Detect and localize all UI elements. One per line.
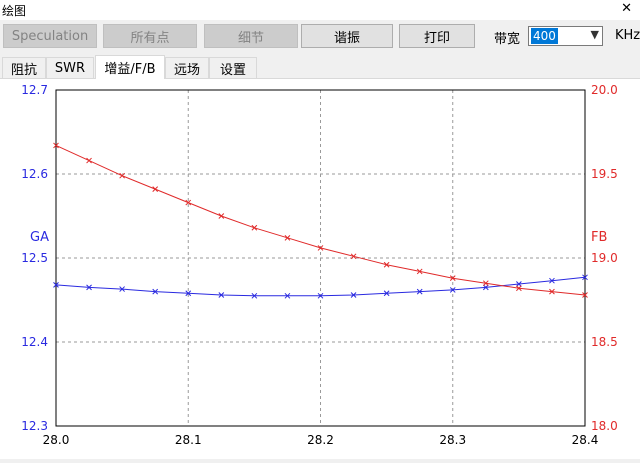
- y-left-axis-label: GA: [30, 230, 49, 245]
- data-point-fb: [383, 261, 390, 268]
- close-icon[interactable]: ✕: [621, 1, 632, 16]
- details-button[interactable]: 细节: [204, 24, 298, 48]
- data-point-ga: [284, 292, 291, 299]
- speculation-button[interactable]: Speculation: [3, 24, 97, 48]
- y-right-tick-label: 18.5: [591, 335, 618, 349]
- data-point-fb: [416, 268, 423, 275]
- bandwidth-unit: KHz: [615, 28, 640, 43]
- data-point-ga: [317, 292, 324, 299]
- data-point-ga: [152, 288, 159, 295]
- data-point-fb: [119, 172, 125, 179]
- x-tick-label: 28.3: [439, 433, 466, 447]
- print-button[interactable]: 打印: [399, 24, 475, 48]
- bandwidth-label: 带宽: [494, 32, 521, 47]
- toolbar: Speculation 所有点 细节 谐振 打印 带宽 400 ▼ KHz: [0, 20, 640, 54]
- y-right-tick-label: 19.0: [591, 251, 618, 265]
- data-point-ga: [53, 282, 59, 288]
- y-left-tick-label: 12.4: [21, 335, 48, 349]
- data-point-fb: [86, 157, 92, 164]
- chevron-down-icon[interactable]: ▼: [590, 28, 599, 41]
- data-point-fb: [549, 288, 555, 295]
- chart-panel: 28.0 28.1 28.2 28.3 28.4 12.3 12.4 12.5 12.6 12.7…: [0, 79, 640, 459]
- x-tick-label: 28.2: [307, 433, 334, 447]
- data-point-fb: [317, 245, 324, 251]
- data-point-fb: [251, 224, 258, 231]
- all-points-button[interactable]: 所有点: [103, 24, 197, 48]
- data-point-ga: [119, 286, 125, 292]
- data-point-ga: [383, 290, 390, 297]
- bandwidth-value[interactable]: 400: [531, 28, 558, 44]
- data-point-fb: [350, 253, 357, 260]
- y-right-tick-label: 18.0: [591, 419, 618, 433]
- y-left-tick-label: 12.6: [21, 167, 48, 181]
- y-left-tick-label: 12.5: [21, 251, 48, 265]
- plot-frame: [55, 89, 586, 427]
- x-tick-label: 28.4: [572, 433, 599, 447]
- title-bar: 绘图 ✕: [0, 0, 640, 20]
- window-title: 绘图: [2, 4, 27, 18]
- data-point-fb: [449, 275, 456, 282]
- data-point-fb: [482, 280, 489, 287]
- x-tick-label: 28.0: [43, 433, 70, 447]
- tab-far-field[interactable]: 远场: [165, 57, 209, 78]
- y-left-tick-label: 12.3: [21, 419, 48, 433]
- tab-gain-fb[interactable]: 增益/F/B: [95, 55, 165, 79]
- data-point-ga: [549, 277, 555, 284]
- data-point-ga: [449, 287, 456, 293]
- data-point-ga: [416, 288, 423, 295]
- data-point-ga: [218, 292, 225, 298]
- data-point-fb: [218, 213, 225, 219]
- data-point-ga: [482, 284, 489, 291]
- data-point-fb: [284, 234, 291, 241]
- data-point-fb: [185, 199, 192, 206]
- resonance-button[interactable]: 谐振: [301, 24, 393, 48]
- y-left-tick-label: 12.7: [21, 83, 48, 97]
- gain-fb-chart: 28.0 28.1 28.2 28.3 28.4 12.3 12.4 12.5 12.6 12.7…: [21, 83, 618, 447]
- data-point-fb: [516, 285, 522, 292]
- data-point-fb: [53, 142, 59, 149]
- data-point-ga: [86, 284, 92, 291]
- y-right-tick-label: 19.5: [591, 167, 618, 181]
- data-point-fb: [582, 292, 588, 298]
- y-right-tick-label: 20.0: [591, 83, 618, 97]
- data-point-ga: [582, 274, 588, 281]
- data-point-ga: [350, 292, 357, 298]
- y-right-axis-label: FB: [591, 230, 607, 245]
- data-point-fb: [152, 186, 159, 192]
- data-point-ga: [251, 292, 258, 299]
- tab-bar: 阻抗 SWR 增益/F/B 远场 设置: [0, 55, 640, 79]
- x-tick-label: 28.1: [175, 433, 202, 447]
- data-point-ga: [516, 281, 522, 287]
- tab-swr[interactable]: SWR: [46, 57, 94, 78]
- bandwidth-select[interactable]: 400 ▼: [528, 26, 603, 46]
- data-point-ga: [185, 290, 192, 297]
- tab-settings[interactable]: 设置: [209, 57, 257, 78]
- tab-impedance[interactable]: 阻抗: [2, 57, 46, 78]
